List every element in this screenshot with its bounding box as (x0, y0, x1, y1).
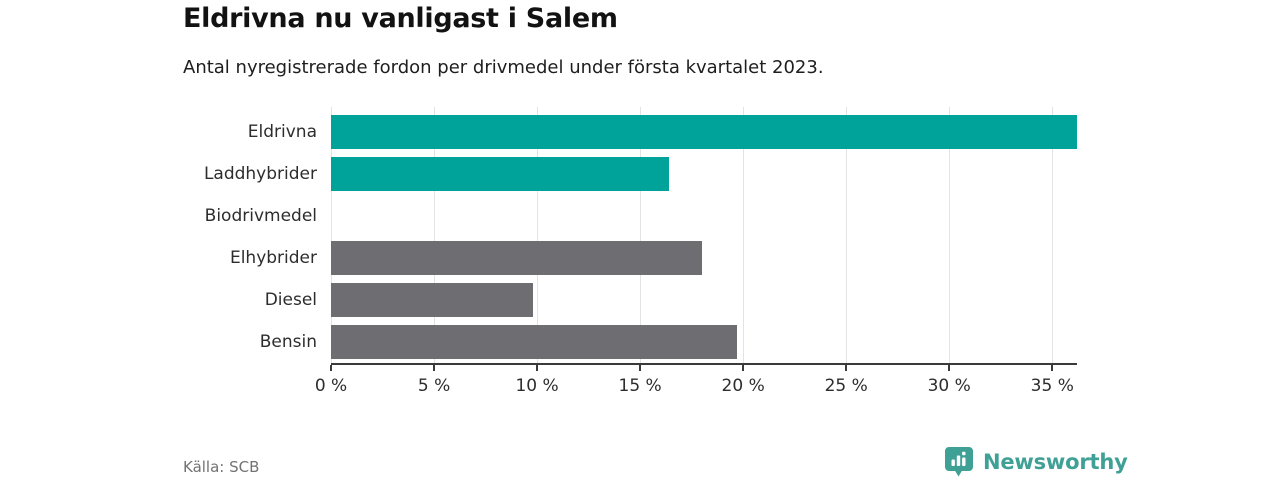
bar-track (331, 325, 1077, 359)
category-label: Bensin (259, 332, 317, 352)
gridline (640, 107, 642, 363)
x-tick-label: 25 % (824, 376, 868, 396)
x-tick-labels: 0 % 5 % 10 % 15 % 20 % 25 % 30 % 35 % (315, 372, 1077, 398)
bar-track (331, 199, 1077, 233)
axis-tick (536, 365, 539, 371)
bar-track (331, 157, 1077, 191)
bar-track (331, 115, 1077, 149)
x-tick-label: 30 % (927, 376, 971, 396)
category-label: Laddhybrider (203, 164, 317, 184)
category-label: Biodrivmedel (204, 206, 317, 226)
gridline (846, 107, 848, 363)
gridline (331, 107, 332, 363)
category-label: Elhybrider (229, 248, 317, 268)
axis-tick (845, 365, 848, 371)
bar-row: Biodrivmedel (183, 195, 1077, 237)
bar-bensin (331, 325, 737, 359)
newsworthy-logo: Newsworthy (944, 446, 1128, 478)
axis-tick (1051, 365, 1054, 371)
newsworthy-logo-text: Newsworthy (983, 450, 1128, 474)
bar-track (331, 241, 1077, 275)
bar-row: Eldrivna (183, 111, 1077, 153)
gridline (949, 107, 951, 363)
gridline (1052, 107, 1054, 363)
bar-laddhybrider (331, 157, 669, 191)
category-label: Diesel (264, 290, 317, 310)
x-tick-label: 5 % (417, 376, 451, 396)
gridline (537, 107, 539, 363)
bar-row: Elhybrider (183, 237, 1077, 279)
axis-tick (948, 365, 951, 371)
x-tick-label: 0 % (314, 376, 348, 396)
bar-eldrivna (331, 115, 1077, 149)
bar-rows: Eldrivna Laddhybrider Biodrivmedel Elhybrid… (183, 107, 1077, 363)
bar-row: Diesel (183, 279, 1077, 321)
axis-tick (433, 365, 436, 371)
bar-row: Laddhybrider (183, 153, 1077, 195)
x-axis-line (330, 363, 1077, 372)
bar-row: Bensin (183, 321, 1077, 363)
newsworthy-logo-icon (944, 446, 974, 478)
chart-subtitle: Antal nyregistrerade fordon per drivmede… (183, 57, 824, 78)
axis-tick (639, 365, 642, 371)
gridlines (331, 107, 1077, 363)
bar-elhybrider (331, 241, 702, 275)
bar-track (331, 283, 1077, 317)
x-tick-label: 15 % (618, 376, 662, 396)
axis-tick (330, 365, 332, 371)
chart-title: Eldrivna nu vanligast i Salem (183, 3, 618, 34)
bar-chart: Eldrivna Laddhybrider Biodrivmedel Elhybrid… (183, 107, 1077, 398)
axis-tick (742, 365, 745, 371)
x-tick-label: 10 % (515, 376, 559, 396)
source-text: Källa: SCB (183, 458, 260, 476)
bar-diesel (331, 283, 533, 317)
x-tick-label: 35 % (1030, 376, 1074, 396)
plot-area: Eldrivna Laddhybrider Biodrivmedel Elhybrid… (183, 107, 1077, 363)
category-label: Eldrivna (247, 122, 317, 142)
x-tick-label: 20 % (721, 376, 765, 396)
gridline (743, 107, 745, 363)
gridline (434, 107, 436, 363)
